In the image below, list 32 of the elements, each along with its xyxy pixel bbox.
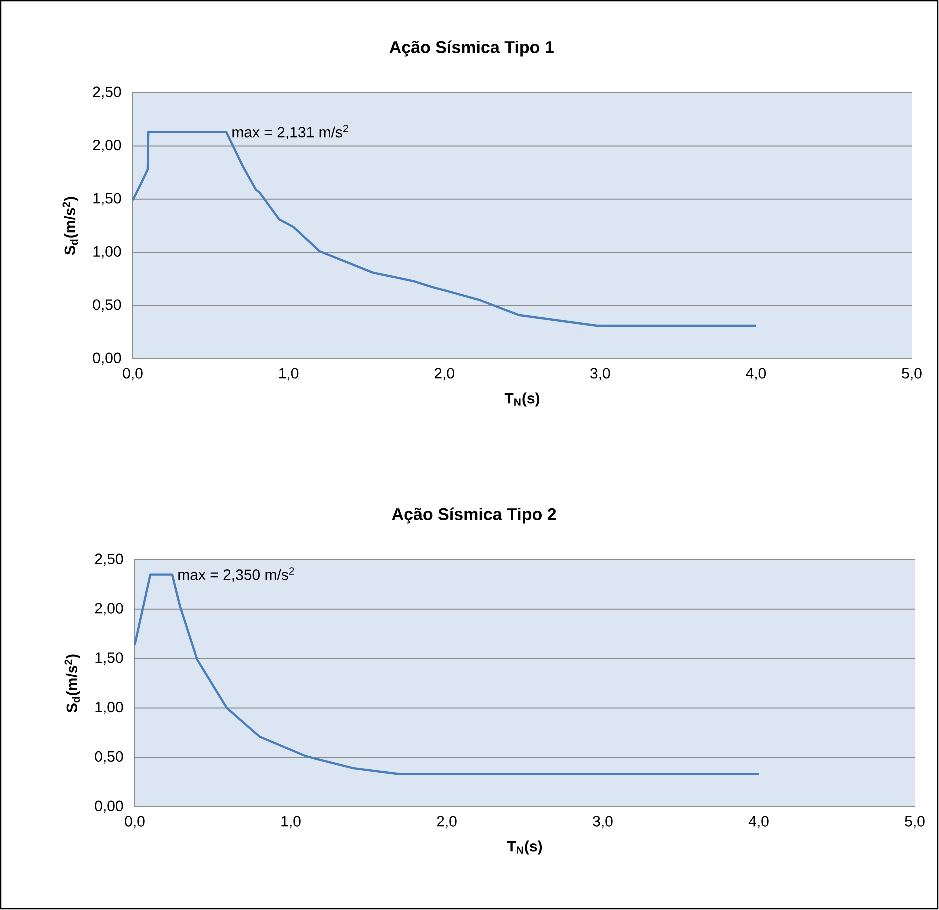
- chart-title: Ação Sísmica Tipo 1: [390, 40, 554, 57]
- chart-title: Ação Sísmica Tipo 2: [392, 508, 556, 524]
- y-tick-label: 0,50: [93, 300, 122, 312]
- x-tick-label: 2,0: [437, 816, 457, 829]
- x-axis-title: T$_{N}$(s): [504, 392, 540, 407]
- y-tick-label: 0,00: [95, 800, 124, 814]
- x-tick-label: 3,0: [593, 816, 613, 829]
- annotation: max = 2,131 m/s$^{2}$: [232, 125, 348, 140]
- y-tick-label: 0,50: [95, 751, 124, 764]
- y-tick-label: 2,50: [93, 86, 122, 100]
- y-tick-label: 1,00: [94, 246, 122, 259]
- y-tick-label: 2,00: [93, 140, 122, 152]
- x-tick-label: 3,0: [590, 368, 610, 381]
- x-tick-label: 5,0: [902, 368, 922, 381]
- y-tick-label: 2,00: [95, 603, 124, 616]
- x-axis-title: T$_{N}$(s): [507, 840, 542, 855]
- x-tick-label: 2,0: [434, 368, 454, 381]
- y-tick-label: 1,00: [96, 702, 124, 714]
- annotation: max = 2,350 m/s$^{2}$: [178, 568, 294, 582]
- x-tick-label: 0,0: [125, 816, 145, 829]
- x-tick-label: 1,0: [282, 816, 301, 829]
- y-tick-label: 2,50: [95, 554, 124, 566]
- x-tick-label: 0,0: [123, 368, 143, 381]
- x-tick-label: 5,0: [905, 816, 925, 829]
- x-tick-label: 4,0: [746, 368, 766, 381]
- y-tick-label: 0,00: [93, 352, 122, 366]
- x-tick-label: 1,0: [280, 368, 299, 381]
- x-tick-label: 4,0: [748, 816, 769, 829]
- y-axis-title: S$_{d}$(m/s$^{2}$): [64, 654, 80, 713]
- y-tick-label: 1,50: [96, 652, 124, 665]
- y-axis-title: S$_{d}$(m/s$^{2}$): [62, 197, 78, 256]
- y-tick-label: 1,50: [94, 193, 122, 206]
